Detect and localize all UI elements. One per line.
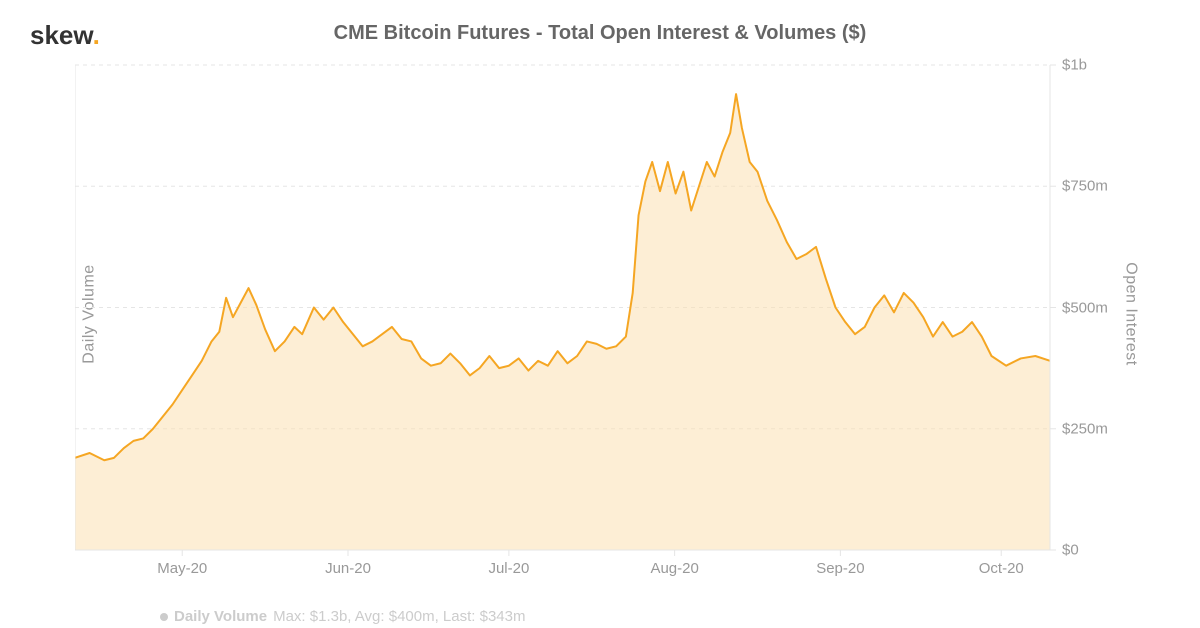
legend-row: Daily Volume Max: $1.3b, Avg: $400m, Las… (160, 608, 525, 625)
y-tick-label: $0 (1062, 542, 1079, 559)
y-tick-label: $250m (1062, 420, 1108, 437)
x-tick-label: Jun-20 (325, 560, 371, 577)
legend-stats: Max: $1.3b, Avg: $400m, Last: $343m (273, 608, 525, 625)
y-tick-label: $500m (1062, 299, 1108, 316)
x-tick-label: Aug-20 (650, 560, 698, 577)
x-tick-label: May-20 (157, 560, 207, 577)
y-tick-label: $1b (1062, 57, 1087, 74)
chart-title: CME Bitcoin Futures - Total Open Interes… (0, 22, 1200, 45)
x-tick-label: Oct-20 (979, 560, 1024, 577)
x-tick-label: Sep-20 (816, 560, 864, 577)
x-tick-label: Jul-20 (488, 560, 529, 577)
y-tick-label: $750m (1062, 178, 1108, 195)
area-chart-svg (75, 60, 1110, 580)
legend-marker-icon (160, 613, 168, 621)
legend-series-label: Daily Volume (174, 608, 267, 625)
chart-area (75, 60, 1110, 580)
y-axis-right-label: Open Interest (1121, 262, 1139, 365)
